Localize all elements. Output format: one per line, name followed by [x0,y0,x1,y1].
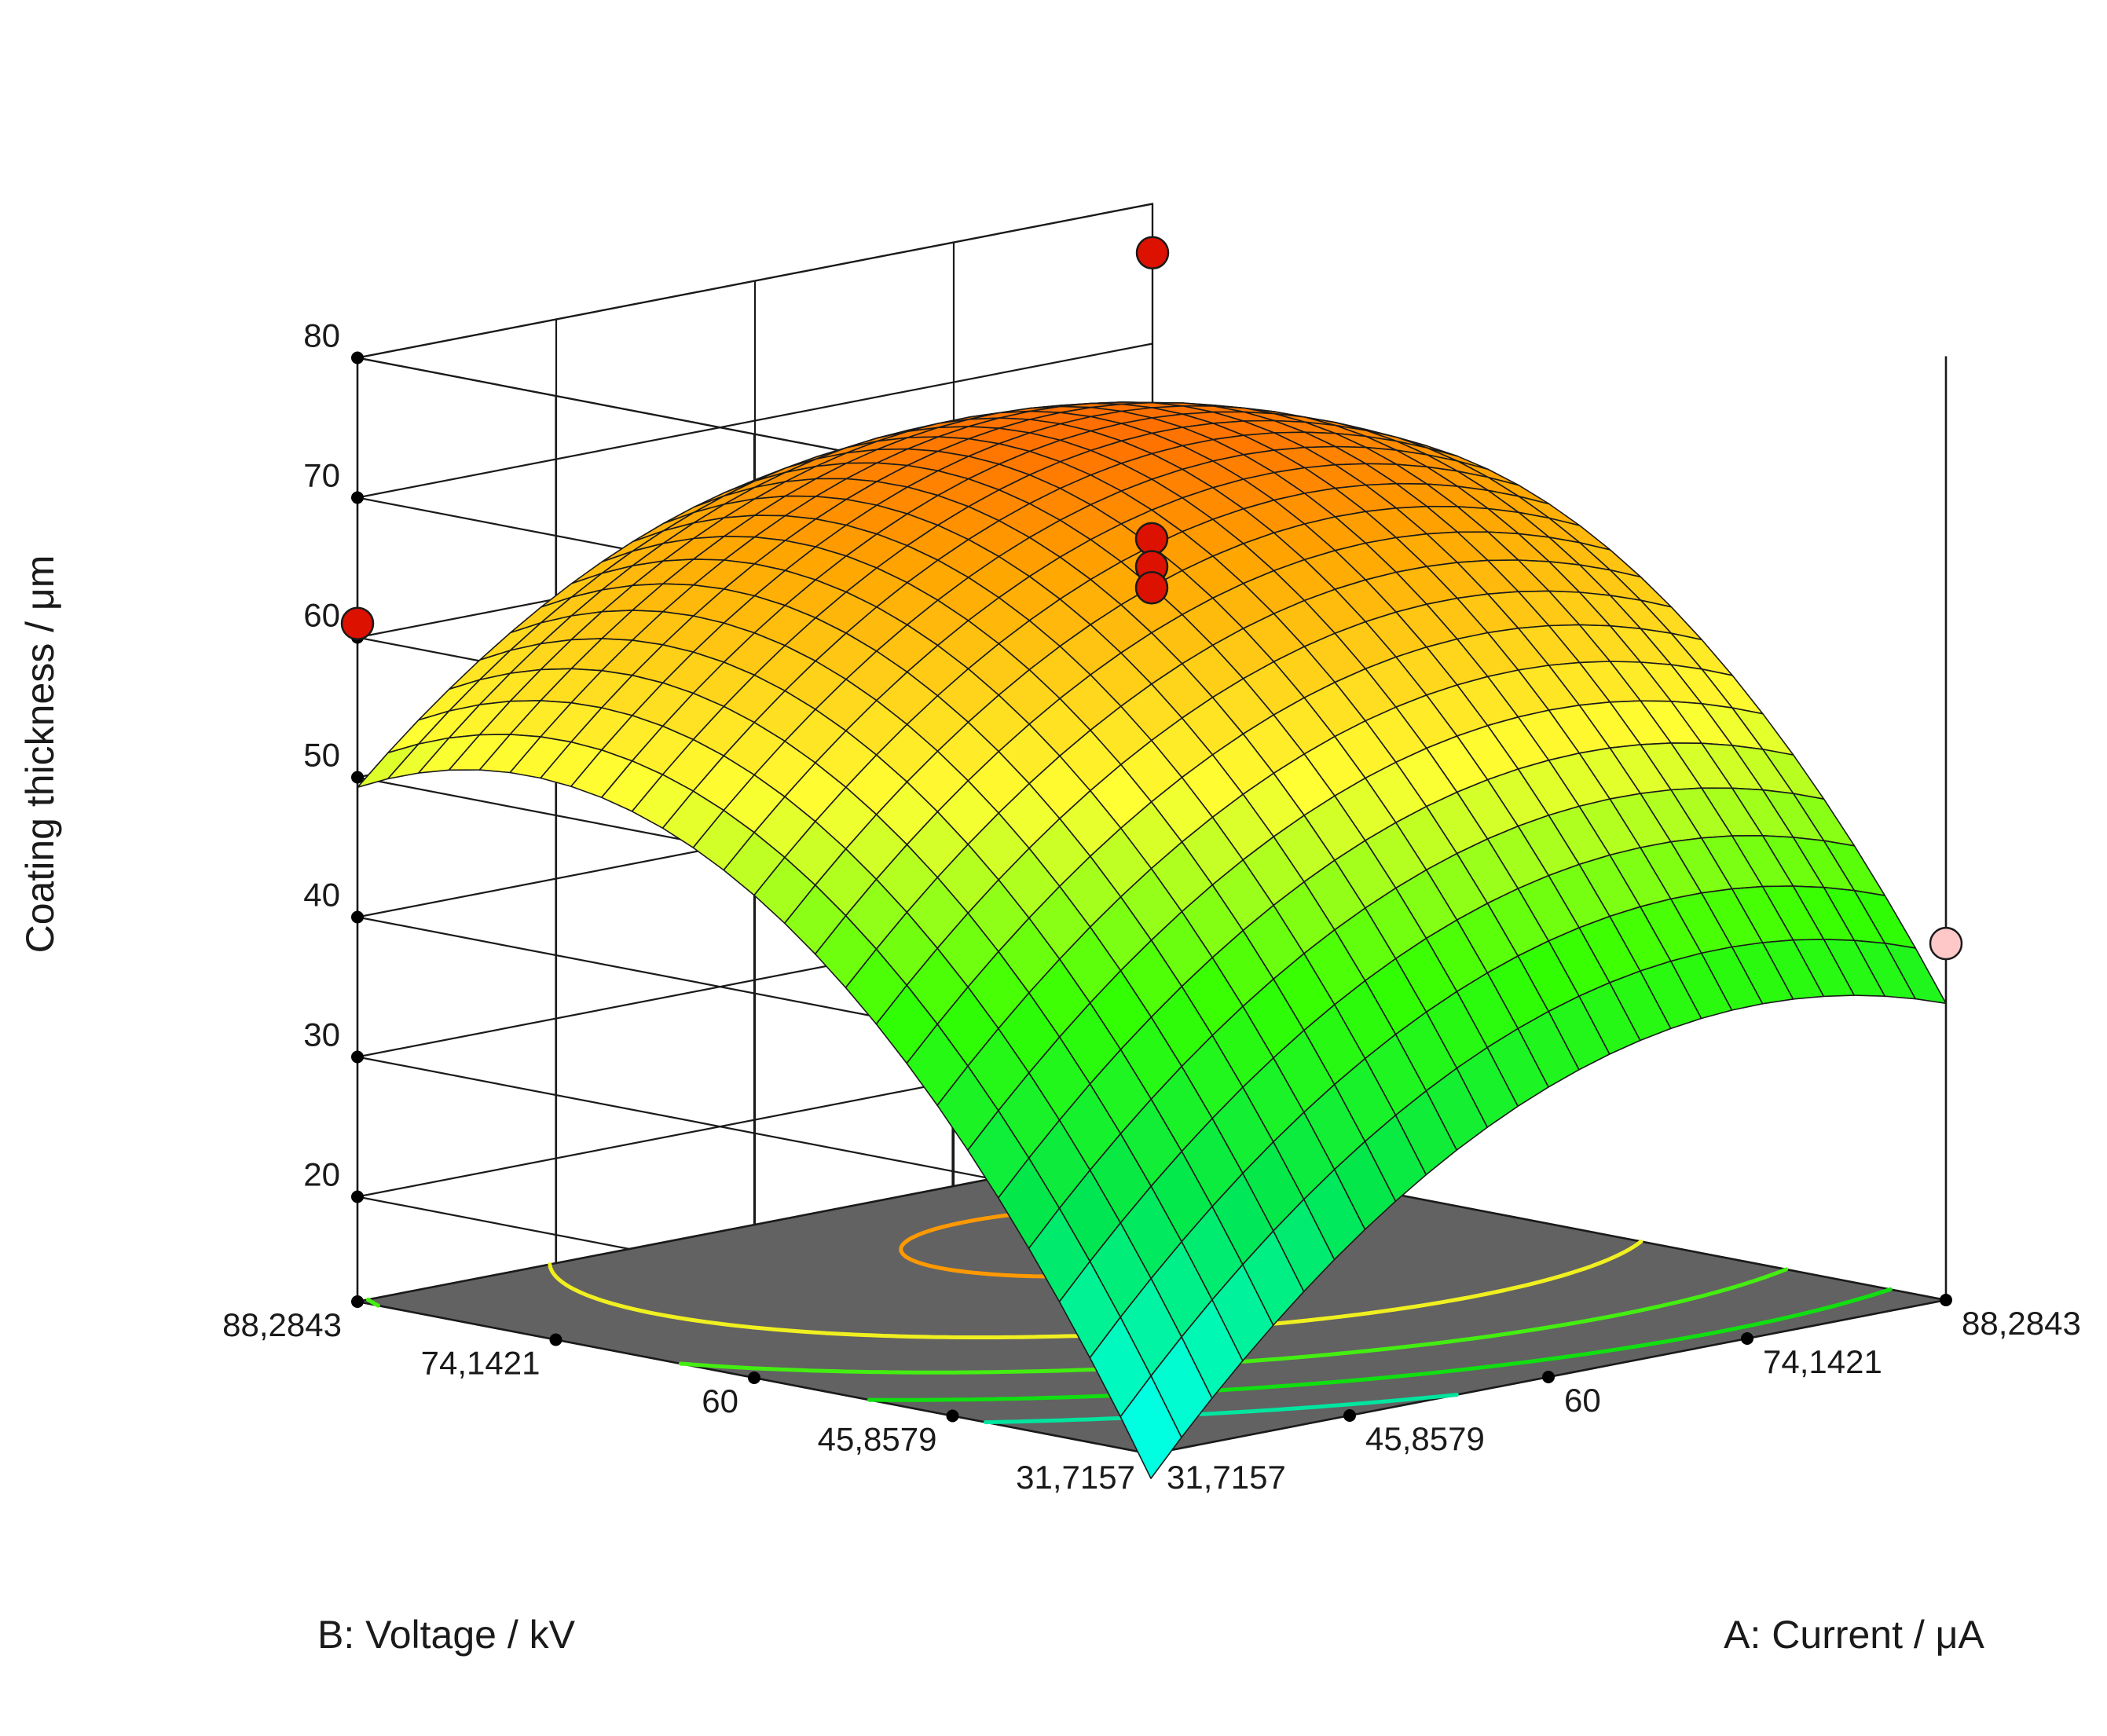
tick-labels: 20 30 40 50 60 70 80 31,7157 45,8579 60 74,1421 88,… [222,317,2081,1496]
design-point [1929,926,1963,961]
design-point [1134,522,1169,556]
z-tick-dot [351,1190,364,1203]
z-tick-label: 50 [303,737,340,774]
y-tick-dot [351,1295,364,1308]
x-tick-label: 88,2843 [1962,1305,2081,1342]
z-tick-label: 70 [303,457,340,494]
z-tick-label: 60 [303,597,340,634]
x-tick-label: 31,7157 [1167,1459,1286,1496]
x-tick-label: 74,1421 [1763,1343,1882,1380]
y-tick-label: 45,8579 [818,1420,937,1457]
y-tick-dot [946,1409,959,1423]
z-tick-label: 20 [303,1156,340,1193]
y-axis-title: B: Voltage / kV [317,1613,576,1657]
design-point [1135,236,1170,270]
x-tick-dot [1740,1332,1753,1346]
y-tick-label: 31,7157 [1016,1459,1135,1496]
y-tick-label: 88,2843 [222,1306,342,1343]
y-tick-label: 60 [702,1383,738,1419]
surface-cell [1119,1375,1182,1479]
x-axis-title: A: Current / μA [1724,1613,1984,1657]
x-tick-dot [1542,1371,1555,1383]
z-axis-title: Coating thickness / μm [18,555,62,954]
x-tick-label: 45,8579 [1365,1420,1485,1457]
x-tick-dot [1343,1408,1357,1422]
contour-line [867,1287,1893,1402]
y-tick-dot [748,1372,760,1384]
z-tick-dot [351,910,364,924]
x-tick-dot [1940,1294,1952,1306]
response-surface [357,401,1947,1479]
z-tick-dot [351,771,364,784]
design-point [340,606,375,640]
z-tick-label: 80 [303,317,340,354]
design-points-above [340,236,1170,640]
design-point [1134,570,1169,605]
z-tick-dot [351,351,364,364]
z-tick-dot [351,1050,364,1064]
floor-contours [365,1204,1893,1425]
z-tick-label: 40 [303,877,340,914]
z-tick-dot [351,491,364,504]
y-tick-dot [549,1333,562,1346]
y-tick-label: 74,1421 [421,1345,540,1382]
z-tick-label: 30 [303,1016,340,1053]
x-tick-label: 60 [1564,1382,1601,1419]
